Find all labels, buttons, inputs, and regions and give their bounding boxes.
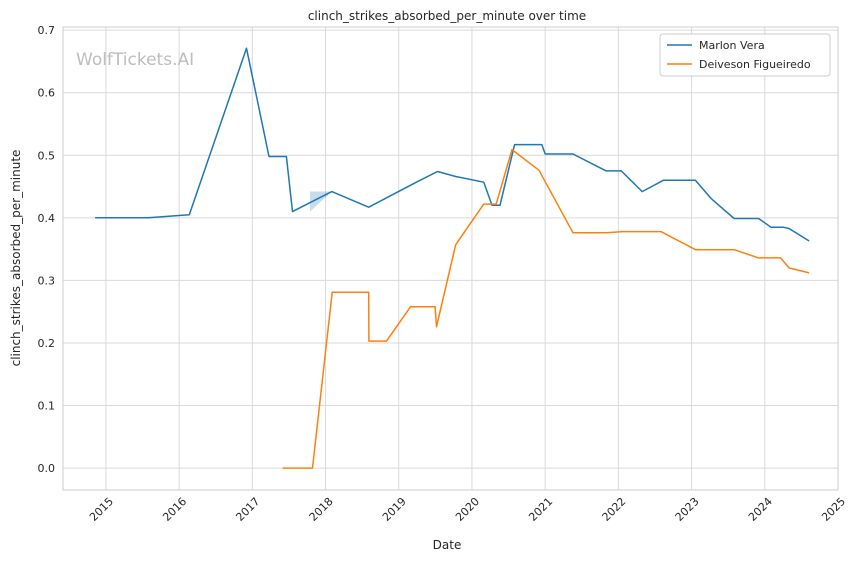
y-tick-label: 0.1	[38, 400, 56, 413]
y-tick-label: 0.6	[38, 87, 56, 100]
confidence-bands	[309, 191, 332, 212]
y-tick-label: 0.5	[38, 149, 56, 162]
x-axis-label: Date	[433, 538, 462, 552]
confidence-band	[309, 191, 332, 212]
plot-frame	[62, 26, 839, 491]
x-tick-label: 2021	[526, 495, 555, 524]
x-tick-label: 2025	[819, 495, 848, 524]
legend-box	[659, 33, 831, 77]
y-axis-label: clinch_strikes_absorbed_per_minute	[9, 150, 23, 367]
y-tick-label: 0.4	[38, 212, 56, 225]
y-tick-label: 0.3	[38, 274, 56, 287]
legend: Marlon Vera Deiveson Figueiredo	[659, 33, 831, 77]
chart-title: clinch_strikes_absorbed_per_minute over …	[308, 9, 586, 23]
x-tick-label: 2020	[453, 495, 482, 524]
x-tick-label: 2018	[307, 495, 336, 524]
y-tick-label: 0.0	[38, 462, 56, 475]
y-tick-label: 0.7	[38, 24, 56, 37]
y-tick-label: 0.2	[38, 337, 56, 350]
series-line-deiveson-figueiredo	[282, 148, 810, 469]
series-lines	[95, 47, 810, 469]
watermark: WolfTickets.AI	[76, 50, 194, 70]
x-tick-label: 2015	[87, 495, 116, 524]
legend-label-marlon-vera: Marlon Vera	[699, 39, 765, 52]
series-line-marlon-vera	[95, 47, 810, 242]
x-tick-label: 2019	[380, 495, 409, 524]
x-tick-label: 2016	[160, 495, 189, 524]
x-tick-label: 2022	[600, 495, 629, 524]
plot-background	[63, 27, 838, 490]
x-tick-label: 2024	[746, 495, 775, 524]
x-tick-label: 2017	[233, 495, 262, 524]
x-tick-label: 2023	[673, 495, 702, 524]
legend-label-deiveson-figueiredo: Deiveson Figueiredo	[699, 58, 811, 71]
